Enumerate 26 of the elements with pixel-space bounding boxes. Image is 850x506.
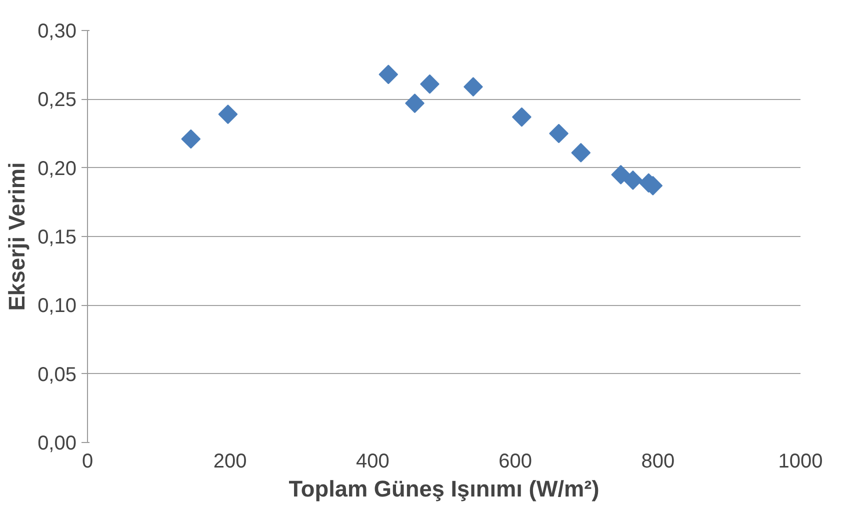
y-tick-label: 0,20: [38, 158, 77, 180]
point: [378, 64, 398, 84]
x-axis-title: Toplam Güneş Işınımı (W/m²): [288, 476, 600, 502]
y-tick-label: 0,15: [38, 226, 77, 248]
x-tick-label: 600: [498, 450, 532, 472]
x-tick-label: 1000: [778, 450, 823, 472]
point: [218, 104, 238, 124]
x-tick-label: 800: [641, 450, 675, 472]
point: [512, 107, 532, 127]
x-tick-label: 0: [82, 450, 94, 472]
y-tick-label: 0,00: [38, 432, 77, 454]
point: [405, 94, 424, 113]
x-tick-label: 400: [356, 450, 390, 472]
y-tick-label: 0,30: [38, 20, 77, 42]
point: [420, 74, 440, 94]
y-tick-label: 0,25: [38, 89, 77, 112]
point: [623, 170, 643, 190]
point: [549, 124, 568, 144]
y-tick-label: 0,10: [38, 295, 77, 318]
point: [181, 129, 201, 149]
point: [571, 143, 591, 162]
point: [464, 77, 483, 96]
point: [611, 165, 631, 184]
y-axis-title: Ekserji Verimi: [4, 162, 30, 311]
y-tick-label: 0,05: [38, 364, 77, 386]
x-tick-label: 200: [213, 450, 247, 472]
